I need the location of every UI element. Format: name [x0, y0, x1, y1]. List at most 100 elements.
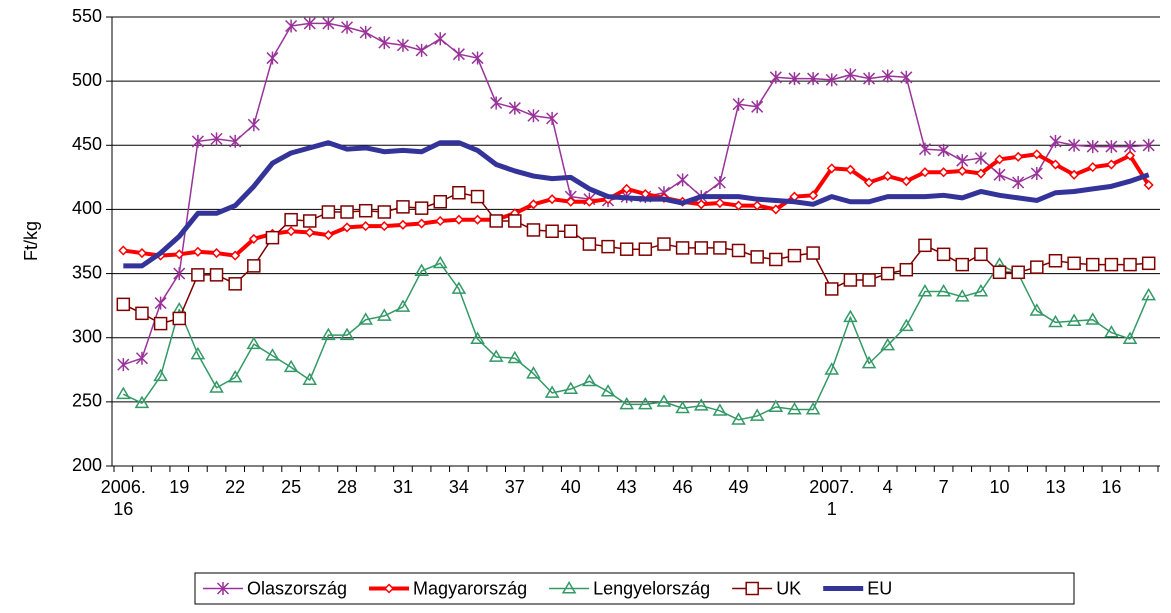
y-tick-label: 500 [72, 70, 102, 90]
marker [676, 173, 689, 187]
marker [246, 336, 262, 350]
marker [638, 396, 653, 410]
marker [882, 171, 893, 182]
y-tick-label: 200 [72, 455, 102, 475]
marker [974, 247, 988, 262]
marker [433, 194, 447, 209]
marker [544, 385, 560, 398]
marker [1066, 313, 1082, 326]
marker [340, 205, 354, 219]
marker [1122, 331, 1138, 344]
marker [435, 215, 446, 227]
marker [302, 372, 318, 385]
marker [714, 197, 725, 209]
marker [1013, 151, 1024, 162]
marker [1086, 140, 1099, 154]
series-line [123, 140, 1150, 269]
marker [1087, 162, 1098, 173]
marker [192, 246, 203, 257]
marker [227, 370, 243, 383]
marker [805, 402, 821, 415]
marker [1012, 175, 1025, 189]
marker [1106, 159, 1117, 170]
marker [1030, 167, 1043, 181]
marker [1143, 179, 1154, 191]
marker [228, 277, 242, 291]
x-tick-label: 22 [225, 477, 246, 497]
marker [547, 194, 558, 205]
marker [880, 337, 895, 351]
marker [265, 230, 280, 245]
marker [601, 239, 615, 254]
marker [526, 223, 541, 237]
x-tick-label: 28 [337, 477, 358, 497]
marker [303, 214, 317, 228]
marker [807, 72, 820, 86]
marker [733, 200, 744, 211]
marker [395, 299, 411, 312]
marker [1068, 138, 1081, 152]
marker [116, 297, 131, 312]
marker [1031, 149, 1042, 160]
marker [899, 262, 914, 277]
x-tick-label: 46 [672, 477, 693, 497]
marker [955, 257, 969, 272]
marker [321, 327, 336, 341]
series-line [122, 192, 1149, 325]
marker [750, 250, 764, 264]
marker [619, 242, 634, 256]
marker [584, 196, 595, 207]
marker [749, 408, 765, 421]
marker [938, 167, 949, 178]
x-tick-label: 31 [392, 477, 413, 497]
marker [211, 247, 222, 259]
marker [209, 268, 224, 282]
legend-label: EU [867, 578, 892, 598]
marker [377, 308, 392, 321]
marker [1085, 312, 1101, 325]
marker [545, 224, 559, 238]
marker [899, 318, 914, 332]
marker [286, 226, 297, 237]
marker [153, 316, 168, 331]
marker [490, 96, 503, 110]
marker [415, 43, 428, 57]
marker [561, 581, 577, 594]
marker [528, 199, 539, 210]
marker [303, 16, 316, 30]
marker [693, 398, 709, 411]
marker [1104, 257, 1119, 272]
marker [621, 183, 632, 194]
marker [745, 581, 759, 596]
legend-label: Olaszország [247, 578, 347, 598]
marker [378, 36, 391, 50]
marker [508, 101, 521, 115]
marker [452, 47, 465, 61]
marker [564, 224, 578, 238]
marker [863, 72, 876, 86]
marker [377, 205, 392, 219]
marker [713, 175, 726, 189]
y-tick-label: 250 [72, 391, 102, 411]
marker [396, 200, 410, 214]
marker [489, 214, 503, 228]
marker [770, 204, 781, 215]
legend-label: Magyarország [413, 578, 527, 598]
marker [339, 327, 355, 341]
marker [117, 358, 130, 372]
y-tick-label: 350 [72, 262, 102, 282]
marker [1048, 253, 1063, 268]
marker [248, 233, 259, 244]
marker [1123, 257, 1137, 272]
marker [470, 331, 485, 344]
marker [975, 168, 986, 179]
marker [1104, 325, 1119, 338]
x-tick-label: 2007. 1 [809, 477, 855, 519]
marker [1029, 303, 1045, 316]
x-tick-label: 2006. 16 [100, 477, 146, 519]
marker [638, 242, 653, 256]
marker [956, 154, 969, 168]
marker [472, 214, 483, 225]
legend-box [194, 572, 1075, 605]
